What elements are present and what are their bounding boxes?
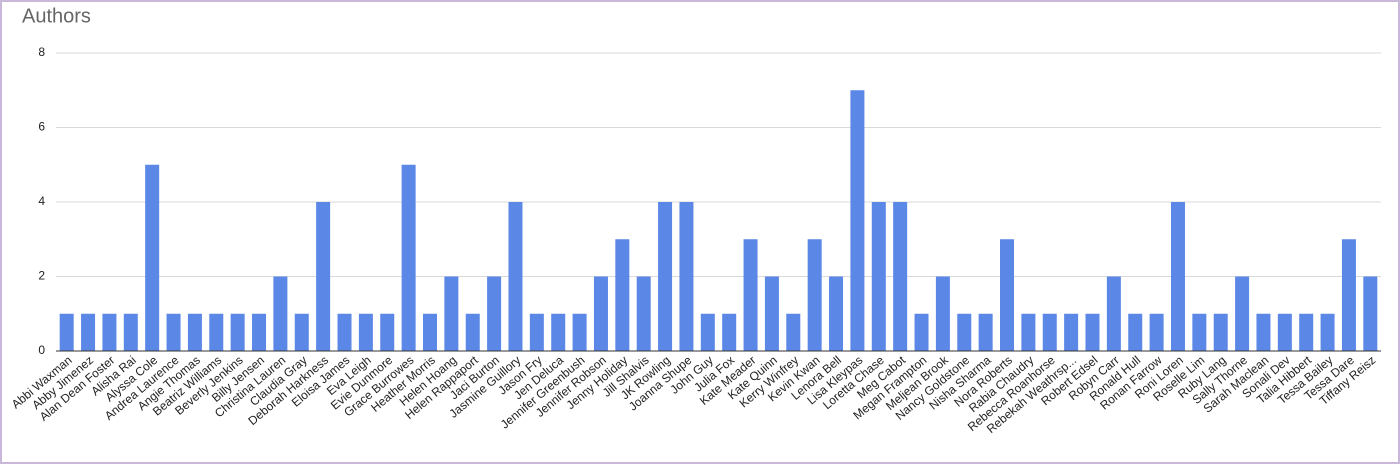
bar <box>957 313 972 351</box>
bar <box>273 276 288 351</box>
bar <box>1021 313 1036 351</box>
bar <box>444 276 459 351</box>
y-tick-label: 6 <box>38 120 45 134</box>
bar <box>572 313 587 351</box>
bar <box>658 202 673 351</box>
bar <box>316 202 331 351</box>
y-tick-label: 0 <box>38 343 45 357</box>
bar <box>187 313 202 351</box>
bar <box>636 276 651 351</box>
bar <box>252 313 267 351</box>
bar <box>209 313 224 351</box>
bar <box>850 90 865 351</box>
bar <box>337 313 352 351</box>
bar <box>1064 313 1079 351</box>
bar <box>786 313 801 351</box>
chart-title: Authors <box>22 5 91 27</box>
bar <box>1235 276 1250 351</box>
bar <box>978 313 993 351</box>
bar <box>1363 276 1378 351</box>
bar <box>615 239 630 351</box>
bar <box>551 313 566 351</box>
bar <box>743 239 758 351</box>
bar <box>1149 313 1164 351</box>
bar <box>230 313 245 351</box>
bar <box>1000 239 1015 351</box>
bar <box>465 313 480 351</box>
y-tick-label: 4 <box>38 194 45 208</box>
bar <box>529 313 544 351</box>
bar <box>358 313 373 351</box>
bar <box>487 276 502 351</box>
bar <box>294 313 309 351</box>
bar <box>1192 313 1207 351</box>
bar <box>59 313 74 351</box>
bar <box>935 276 950 351</box>
bar <box>764 276 779 351</box>
bar <box>679 202 694 351</box>
bar <box>123 313 138 351</box>
bar <box>722 313 737 351</box>
bar <box>380 313 395 351</box>
bar <box>914 313 929 351</box>
bar <box>508 202 523 351</box>
bar <box>1256 313 1271 351</box>
bar <box>1299 313 1314 351</box>
bar <box>1106 276 1121 351</box>
bar <box>422 313 437 351</box>
bar <box>145 164 160 351</box>
bar <box>1213 313 1228 351</box>
bar <box>401 164 416 351</box>
bar <box>1320 313 1335 351</box>
bar <box>1341 239 1356 351</box>
bar <box>1085 313 1100 351</box>
bar <box>807 239 822 351</box>
bar <box>1128 313 1143 351</box>
bar <box>829 276 844 351</box>
bar <box>166 313 181 351</box>
bar <box>700 313 715 351</box>
bar <box>1277 313 1292 351</box>
bar <box>593 276 608 351</box>
bar <box>871 202 886 351</box>
y-tick-label: 8 <box>38 45 45 59</box>
bar <box>893 202 908 351</box>
bar <box>81 313 96 351</box>
bar <box>1042 313 1057 351</box>
bar <box>1170 202 1185 351</box>
bar <box>102 313 117 351</box>
y-tick-label: 2 <box>38 269 45 283</box>
